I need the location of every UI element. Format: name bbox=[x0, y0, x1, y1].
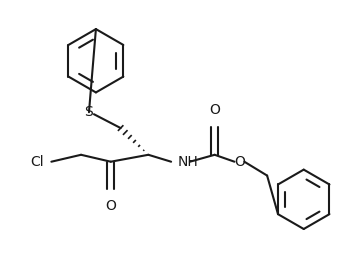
Text: O: O bbox=[105, 199, 116, 213]
Text: S: S bbox=[84, 105, 93, 119]
Text: O: O bbox=[209, 103, 220, 117]
Text: O: O bbox=[234, 155, 245, 169]
Text: Cl: Cl bbox=[30, 155, 43, 169]
Text: NH: NH bbox=[178, 155, 199, 169]
